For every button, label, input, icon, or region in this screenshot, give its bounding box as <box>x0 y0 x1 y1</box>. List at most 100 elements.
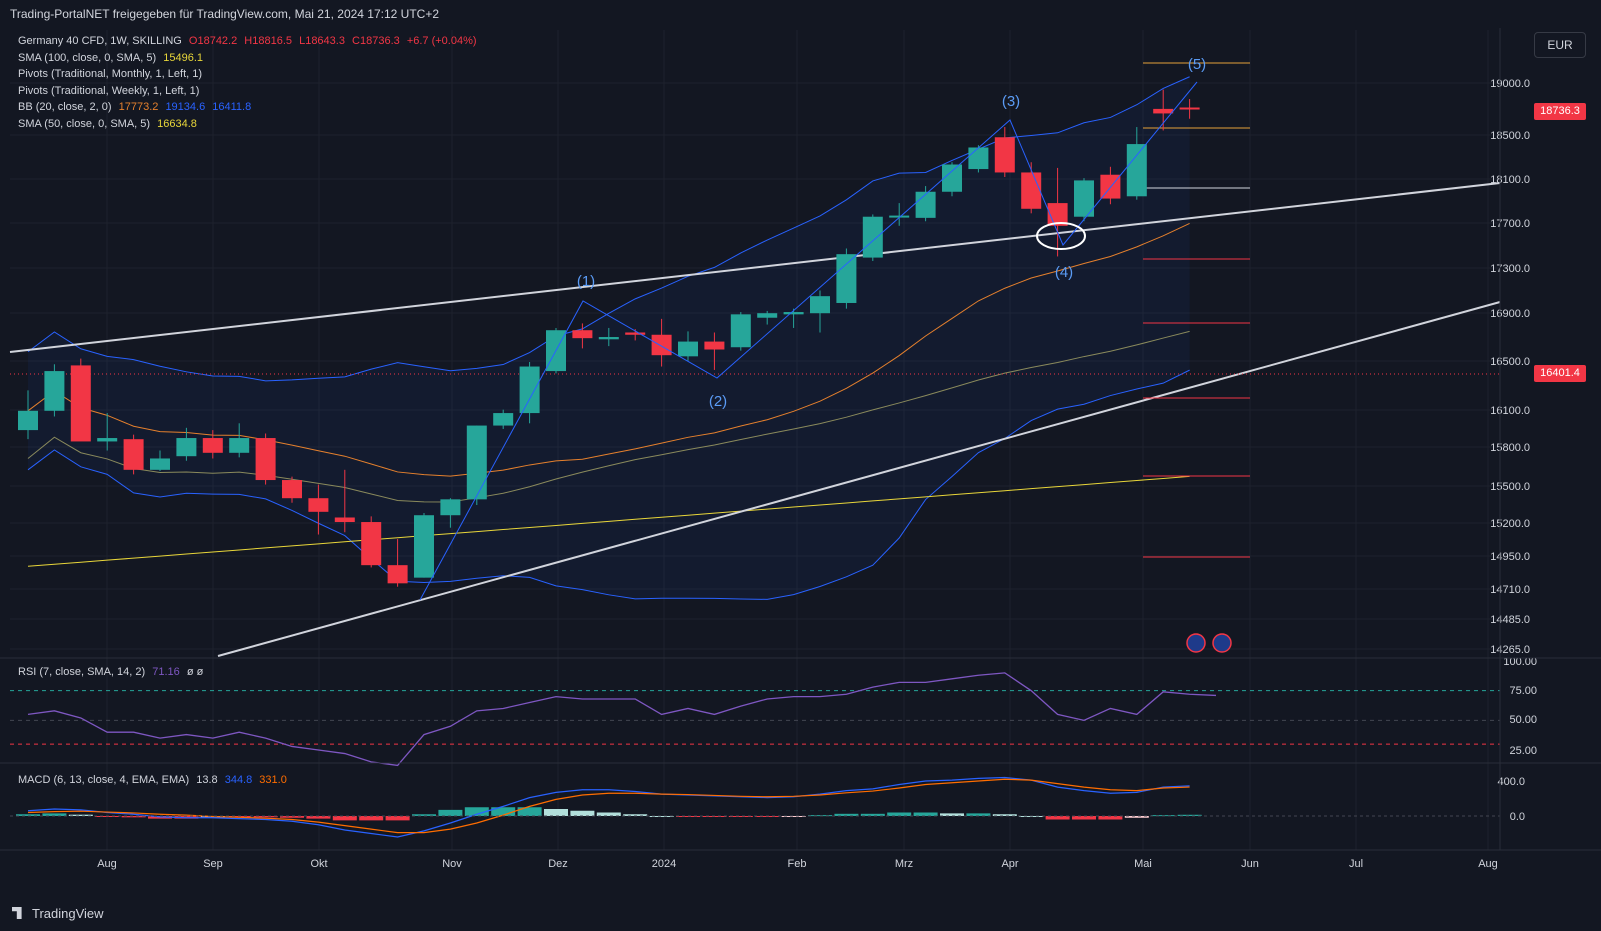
price-tick-label: 16100.0 <box>1490 405 1530 417</box>
candle <box>810 290 830 333</box>
candle-body <box>361 522 382 566</box>
candle-body <box>18 410 38 431</box>
candle-body <box>282 480 302 499</box>
price-tick-label: 15200.0 <box>1490 518 1530 530</box>
candle-body <box>625 332 646 335</box>
price-tick-label: 14485.0 <box>1490 614 1530 626</box>
candle-body <box>810 296 830 314</box>
bb-lower-line <box>27 369 1190 600</box>
candle <box>70 358 91 442</box>
candle-body <box>915 191 936 218</box>
candle <box>440 498 461 528</box>
candle <box>836 248 857 309</box>
candle <box>572 323 593 349</box>
candle <box>44 364 65 417</box>
macd-tick-label: 0.0 <box>1510 811 1525 823</box>
candle <box>387 539 408 587</box>
candle-body <box>255 438 276 481</box>
time-tick-label: Aug <box>1478 858 1498 870</box>
bb-basis-line <box>27 222 1190 477</box>
macd-histogram-bar <box>121 816 146 818</box>
symbol-legend: Germany 40 CFD, 1W, SKILLING O18742.2 H1… <box>18 34 477 48</box>
time-tick-label: Apr <box>1001 858 1018 870</box>
candle-body <box>176 438 197 457</box>
candle-body <box>466 425 487 500</box>
candle-body <box>598 337 619 340</box>
sma100-value: 15496.1 <box>163 52 203 64</box>
event-icon <box>1186 633 1206 653</box>
time-tick-label: Jul <box>1349 858 1363 870</box>
macd-histogram-bar <box>517 807 542 816</box>
last-price-tag: 18736.3 <box>1534 103 1586 120</box>
macd-histogram-bar <box>438 809 463 816</box>
open-value: O18742.2 <box>188 35 238 47</box>
macd-histogram-bar <box>16 814 40 816</box>
symbol-name: Germany 40 CFD, 1W, SKILLING <box>18 35 182 47</box>
time-tick-label: Mrz <box>895 858 913 870</box>
high-value: H18816.5 <box>244 35 293 47</box>
price-tick-label: 14710.0 <box>1490 584 1530 596</box>
pivots-monthly-legend: Pivots (Traditional, Monthly, 1, Left, 1… <box>18 67 202 81</box>
upper-trendline <box>9 182 1501 353</box>
macd-legend: MACD (6, 13, close, 4, EMA, EMA) 13.8 34… <box>18 773 287 787</box>
candle-body <box>783 312 804 315</box>
candle-body <box>123 439 144 470</box>
candle <box>334 469 355 533</box>
rsi-label: RSI (7, close, SMA, 14, 2) <box>18 666 146 678</box>
macd-histogram-bar <box>280 816 304 818</box>
bottom-bar <box>0 902 1601 931</box>
candle-body <box>202 438 223 453</box>
macd-histogram-bar <box>992 814 1017 816</box>
macd-hist-value: 13.8 <box>196 774 218 786</box>
price-tick-label: 16900.0 <box>1490 308 1530 320</box>
wave-label: (5) <box>1188 56 1206 73</box>
rsi-tick-label: 100.00 <box>1503 656 1537 668</box>
price-tick-label: 17300.0 <box>1490 263 1530 275</box>
macd-histogram-bar <box>306 816 331 819</box>
macd-histogram-bar <box>860 813 885 816</box>
time-tick-label: Okt <box>310 858 327 870</box>
macd-histogram-bar <box>544 809 568 816</box>
macd-histogram-bar <box>887 812 912 816</box>
candle-body <box>1021 172 1042 209</box>
currency-button[interactable]: EUR <box>1534 32 1586 58</box>
candle-body <box>757 313 778 318</box>
candle-body <box>229 438 250 453</box>
candle <box>282 476 302 503</box>
price-tick-label: 15500.0 <box>1490 481 1530 493</box>
candle <box>202 430 223 459</box>
candle <box>994 127 1015 177</box>
candle <box>519 362 540 424</box>
macd-histogram-bar <box>623 814 648 816</box>
share-text: Trading-PortalNET freigegeben für Tradin… <box>10 7 440 21</box>
wave-label: (4) <box>1055 264 1073 281</box>
candle-body <box>519 366 540 414</box>
candle-body <box>889 215 910 218</box>
candle-body <box>968 147 989 170</box>
candle-body <box>572 330 593 339</box>
candle-body <box>730 314 751 348</box>
rsi-line <box>27 672 1217 767</box>
pivots-weekly-label: Pivots (Traditional, Weekly, 1, Left, 1) <box>18 85 200 97</box>
macd-histogram-bar <box>253 816 278 818</box>
candle-body <box>97 438 118 442</box>
macd-histogram-bar <box>385 816 410 821</box>
sma50-legend: SMA (50, close, 0, SMA, 5) 16634.8 <box>18 117 197 131</box>
candle <box>862 214 883 261</box>
candle <box>730 312 751 351</box>
candle <box>942 162 962 197</box>
candle <box>598 327 619 347</box>
sma50-label: SMA (50, close, 0, SMA, 5) <box>18 118 151 130</box>
bb-lower-value: 16411.8 <box>212 101 252 113</box>
macd-histogram-bar <box>491 807 516 816</box>
macd-histogram-bar <box>68 814 93 816</box>
time-tick-label: Nov <box>442 858 462 870</box>
tradingview-logo: TradingView <box>12 906 104 921</box>
time-tick-label: Jun <box>1241 858 1259 870</box>
candle-body <box>678 341 698 357</box>
macd-histogram-bar <box>332 816 357 821</box>
candle-body <box>1074 180 1094 217</box>
candle <box>757 310 778 325</box>
price-tick-label: 15800.0 <box>1490 442 1530 454</box>
